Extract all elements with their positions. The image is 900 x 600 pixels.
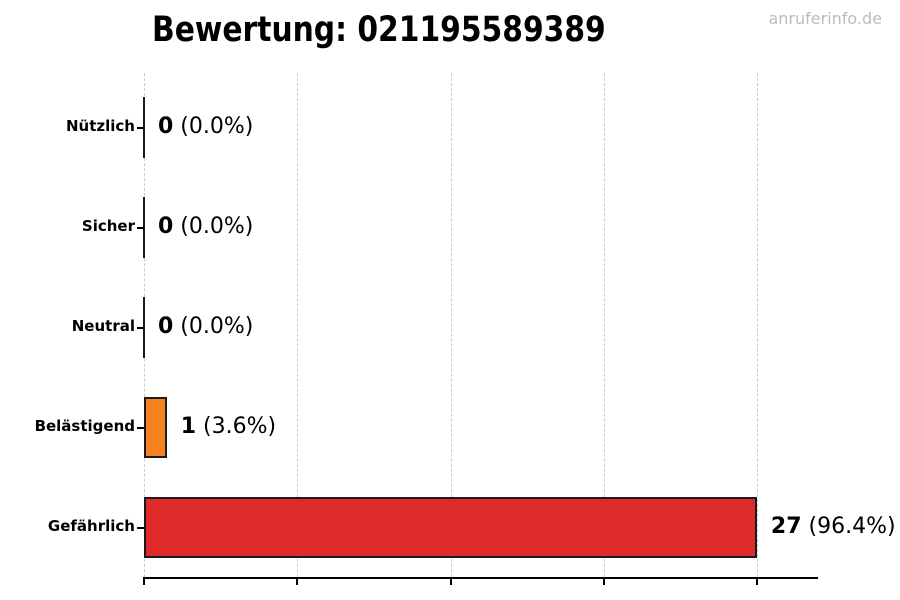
value-label: 0 (0.0%): [158, 114, 253, 139]
y-axis-tick: [137, 426, 144, 429]
value-percent: (0.0%): [173, 113, 254, 139]
bar: [144, 497, 757, 558]
value-label: 0 (0.0%): [158, 214, 253, 239]
bar: [144, 397, 167, 458]
value-percent: (0.0%): [173, 313, 254, 339]
bar-zero: [143, 97, 145, 158]
x-axis-tick: [143, 579, 145, 585]
y-axis-tick: [137, 326, 144, 329]
y-axis-tick: [137, 526, 144, 529]
value-label: 1 (3.6%): [181, 414, 276, 439]
value-percent: (96.4%): [801, 513, 896, 539]
gridline: [297, 73, 299, 577]
chart-title-container: Bewertung: 021195589389: [0, 10, 757, 50]
value-percent: (3.6%): [196, 413, 277, 439]
value-count: 27: [770, 513, 802, 539]
category-label: Belästigend: [34, 416, 135, 435]
category-label: Sicher: [81, 216, 135, 235]
value-count: 0: [158, 213, 174, 239]
watermark-text: anruferinfo.de: [768, 9, 882, 28]
value-label: 27 (96.4%): [771, 514, 896, 539]
y-axis-tick: [137, 226, 144, 229]
x-axis-tick: [602, 579, 605, 585]
value-count: 1: [180, 413, 196, 439]
gridline: [450, 73, 452, 577]
gridline: [757, 73, 758, 577]
value-count: 0: [158, 113, 174, 139]
value-percent: (0.0%): [173, 213, 254, 239]
x-axis-line: [143, 577, 818, 579]
x-axis-tick: [296, 579, 299, 585]
gridline: [603, 73, 605, 577]
x-axis-tick: [756, 579, 758, 585]
value-label: 0 (0.0%): [158, 314, 253, 339]
y-axis-tick: [137, 126, 144, 129]
bar-zero: [143, 197, 145, 258]
category-label: Nützlich: [66, 116, 135, 135]
category-label: Neutral: [71, 316, 135, 335]
bar-zero: [143, 297, 145, 358]
x-axis-tick: [449, 579, 452, 585]
value-count: 0: [158, 313, 174, 339]
category-label: Gefährlich: [47, 516, 135, 535]
chart-title: Bewertung: 021195589389: [151, 10, 606, 50]
